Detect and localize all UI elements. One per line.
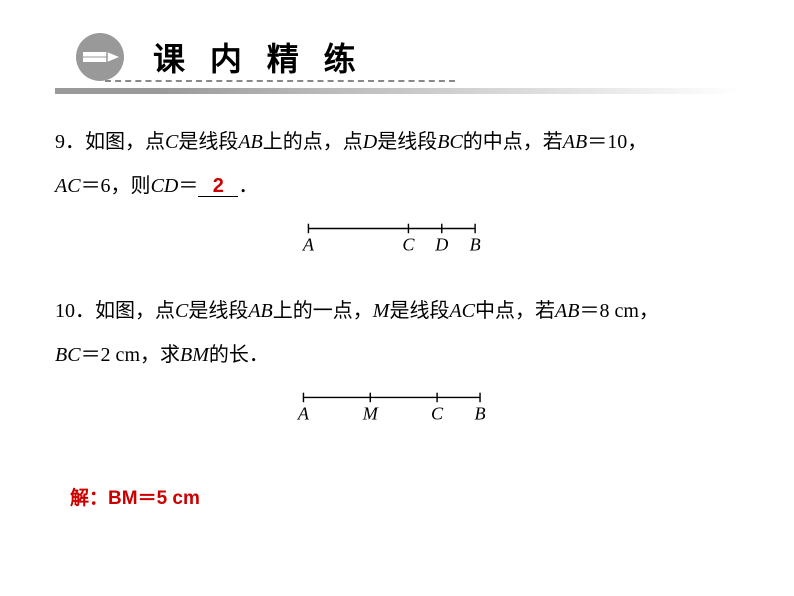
problem-number: 9 xyxy=(55,131,65,153)
diagram-9: A C D B xyxy=(55,218,739,274)
label-c: C xyxy=(431,403,444,423)
problem-9: 9．如图，点C是线段AB上的点，点D是线段BC的中点，若AB＝10，AC＝6，则… xyxy=(55,120,739,208)
problem-10: 10．如图，点C是线段AB上的一点，M是线段AC中点，若AB＝8 cm，BC＝2… xyxy=(55,289,739,377)
label-b: B xyxy=(475,403,486,423)
label-m: M xyxy=(362,403,379,423)
diagram-10: A M C B xyxy=(55,387,739,443)
label-a: A xyxy=(302,234,315,254)
section-title: 课 内 精 练 xyxy=(153,34,364,80)
answer-blank-9: 2 xyxy=(198,176,238,197)
section-header: 课 内 精 练 xyxy=(75,32,739,82)
label-d: D xyxy=(434,234,448,254)
dashed-underline xyxy=(105,80,455,82)
label-c: C xyxy=(402,234,415,254)
solution-10: 解：BM＝5 cm xyxy=(70,478,739,520)
pencil-circle-icon xyxy=(75,32,125,82)
problem-number: 10 xyxy=(55,300,75,322)
label-a: A xyxy=(297,403,310,423)
label-b: B xyxy=(470,234,481,254)
content-area: 9．如图，点C是线段AB上的点，点D是线段BC的中点，若AB＝10，AC＝6，则… xyxy=(55,120,739,520)
gradient-separator xyxy=(55,88,739,94)
